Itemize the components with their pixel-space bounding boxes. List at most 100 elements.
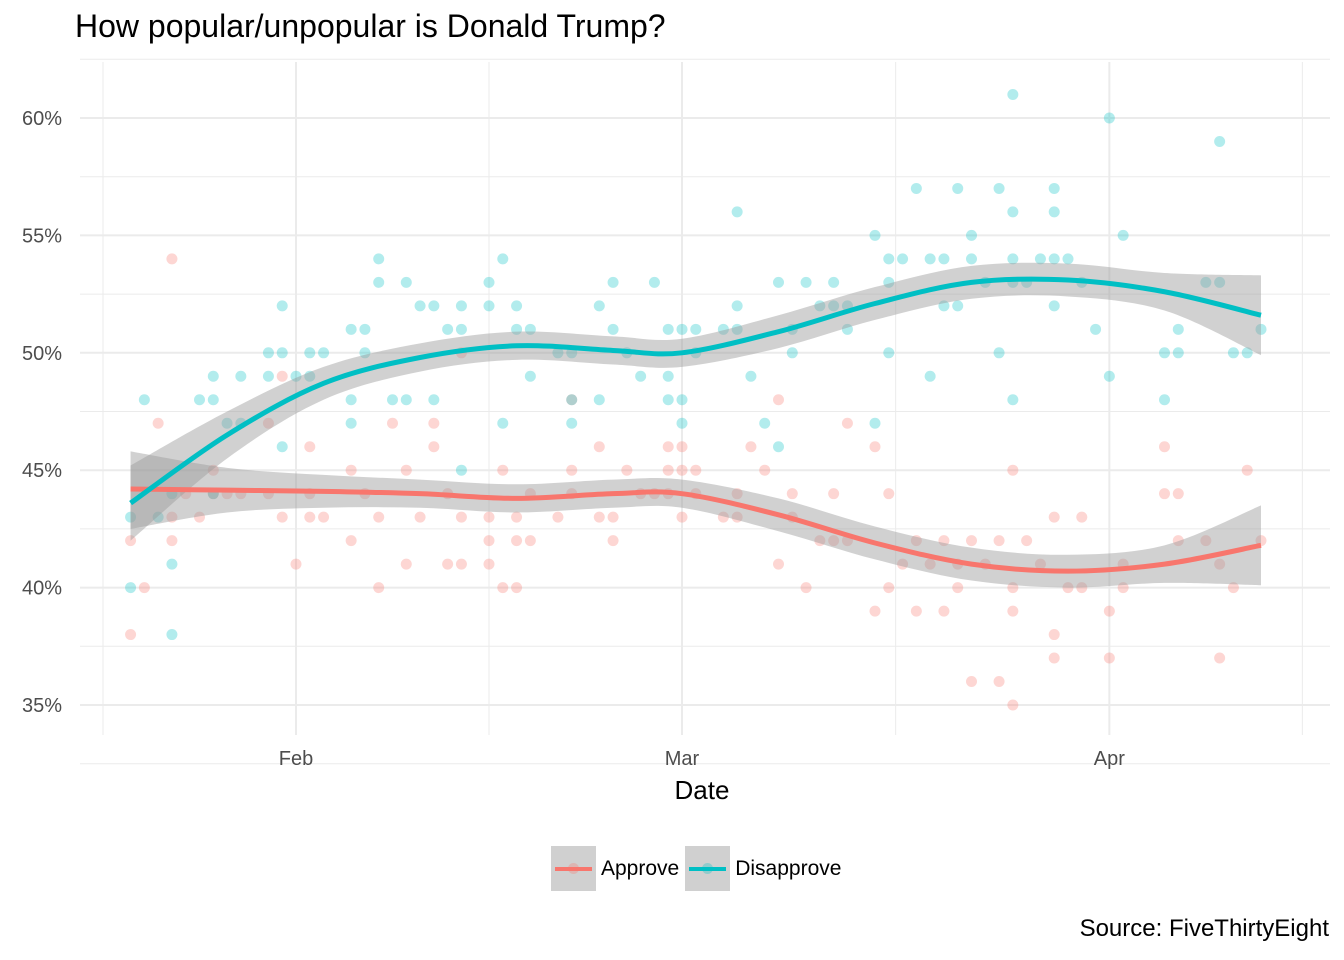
data-point-approve (276, 370, 288, 382)
data-point-disapprove (993, 182, 1005, 194)
chart-title: How popular/unpopular is Donald Trump? (75, 8, 666, 44)
data-point-approve (497, 582, 509, 594)
data-point-approve (883, 488, 895, 500)
data-point-approve (455, 511, 467, 523)
data-point-disapprove (1172, 347, 1184, 359)
data-point-approve (345, 535, 357, 547)
data-point-disapprove (648, 276, 660, 288)
data-point-approve (1172, 488, 1184, 500)
x-tick-label: Feb (279, 748, 313, 770)
data-point-approve (1103, 605, 1115, 617)
x-tick-label: Mar (665, 748, 700, 770)
data-point-approve (938, 535, 950, 547)
data-point-disapprove (1159, 347, 1170, 359)
data-point-disapprove (455, 300, 467, 312)
data-point-disapprove (125, 582, 137, 594)
data-point-disapprove (828, 300, 840, 312)
legend-item-disapprove: Disapprove (685, 846, 841, 891)
data-point-approve (455, 558, 467, 570)
x-axis-title: Date (675, 775, 730, 805)
data-point-approve (276, 511, 288, 523)
data-point-disapprove (1090, 323, 1102, 335)
data-point-disapprove (1062, 253, 1074, 265)
data-point-approve (731, 511, 743, 523)
y-tick-label: 35% (22, 695, 62, 717)
data-point-disapprove (869, 229, 881, 241)
data-point-disapprove (952, 182, 964, 194)
data-point-approve (318, 511, 330, 523)
data-point-disapprove (483, 276, 495, 288)
data-point-approve (952, 582, 964, 594)
data-point-approve (511, 511, 523, 523)
data-point-disapprove (276, 300, 288, 312)
data-point-approve (1103, 652, 1115, 664)
data-point-approve (1241, 464, 1253, 476)
data-point-disapprove (1048, 182, 1060, 194)
data-point-disapprove (428, 300, 440, 312)
data-point-approve (152, 417, 164, 429)
data-point-disapprove (511, 323, 523, 335)
data-point-disapprove (194, 394, 205, 406)
data-point-disapprove (717, 323, 729, 335)
data-point-approve (966, 676, 977, 688)
data-point-approve (194, 511, 205, 523)
data-point-disapprove (414, 300, 426, 312)
data-point-approve (1172, 535, 1184, 547)
data-point-approve (938, 605, 950, 617)
data-point-approve (483, 558, 495, 570)
data-point-disapprove (1255, 323, 1267, 335)
data-point-disapprove (345, 394, 357, 406)
data-point-disapprove (1103, 112, 1115, 124)
legend-key-disapprove (685, 846, 731, 891)
data-point-disapprove (262, 347, 274, 359)
data-point-approve (676, 464, 688, 476)
data-point-disapprove (442, 323, 454, 335)
data-point-disapprove (814, 300, 826, 312)
data-point-approve (966, 535, 977, 547)
data-point-disapprove (1048, 300, 1060, 312)
data-point-approve (511, 582, 523, 594)
data-point-disapprove (276, 347, 288, 359)
data-point-approve (511, 535, 523, 547)
data-point-disapprove (373, 253, 385, 265)
trend-line-disapprove (129, 276, 1262, 506)
y-tick-label: 55% (22, 225, 62, 247)
data-point-approve (290, 558, 302, 570)
legend-label-disapprove: Disapprove (735, 856, 842, 880)
data-point-disapprove (497, 417, 509, 429)
data-point-disapprove (483, 300, 495, 312)
data-point-disapprove (883, 347, 895, 359)
data-point-disapprove (1007, 206, 1019, 218)
data-point-approve (745, 441, 757, 453)
data-point-approve (883, 582, 895, 594)
data-point-approve (1007, 605, 1019, 617)
data-point-approve (428, 441, 440, 453)
data-point-approve (1214, 558, 1226, 570)
data-point-approve (993, 676, 1005, 688)
data-point-disapprove (1007, 253, 1019, 265)
data-point-approve (566, 394, 578, 406)
data-point-disapprove (676, 323, 688, 335)
data-point-approve (1076, 511, 1088, 523)
data-point-approve (304, 511, 316, 523)
data-point-disapprove (841, 323, 853, 335)
data-point-approve (1007, 582, 1019, 594)
data-point-disapprove (207, 370, 219, 382)
data-point-disapprove (207, 394, 219, 406)
data-point-disapprove (952, 300, 964, 312)
data-point-approve (1007, 464, 1019, 476)
data-point-approve (373, 582, 385, 594)
data-point-approve (373, 511, 385, 523)
data-point-disapprove (511, 300, 523, 312)
data-point-approve (814, 535, 826, 547)
data-point-approve (387, 417, 398, 429)
data-point-disapprove (828, 276, 840, 288)
data-point-disapprove (1172, 323, 1184, 335)
data-point-disapprove (290, 370, 302, 382)
data-point-approve (125, 629, 137, 641)
data-point-disapprove (387, 394, 398, 406)
data-point-disapprove (345, 417, 357, 429)
data-point-disapprove (345, 323, 357, 335)
data-point-disapprove (125, 511, 137, 523)
